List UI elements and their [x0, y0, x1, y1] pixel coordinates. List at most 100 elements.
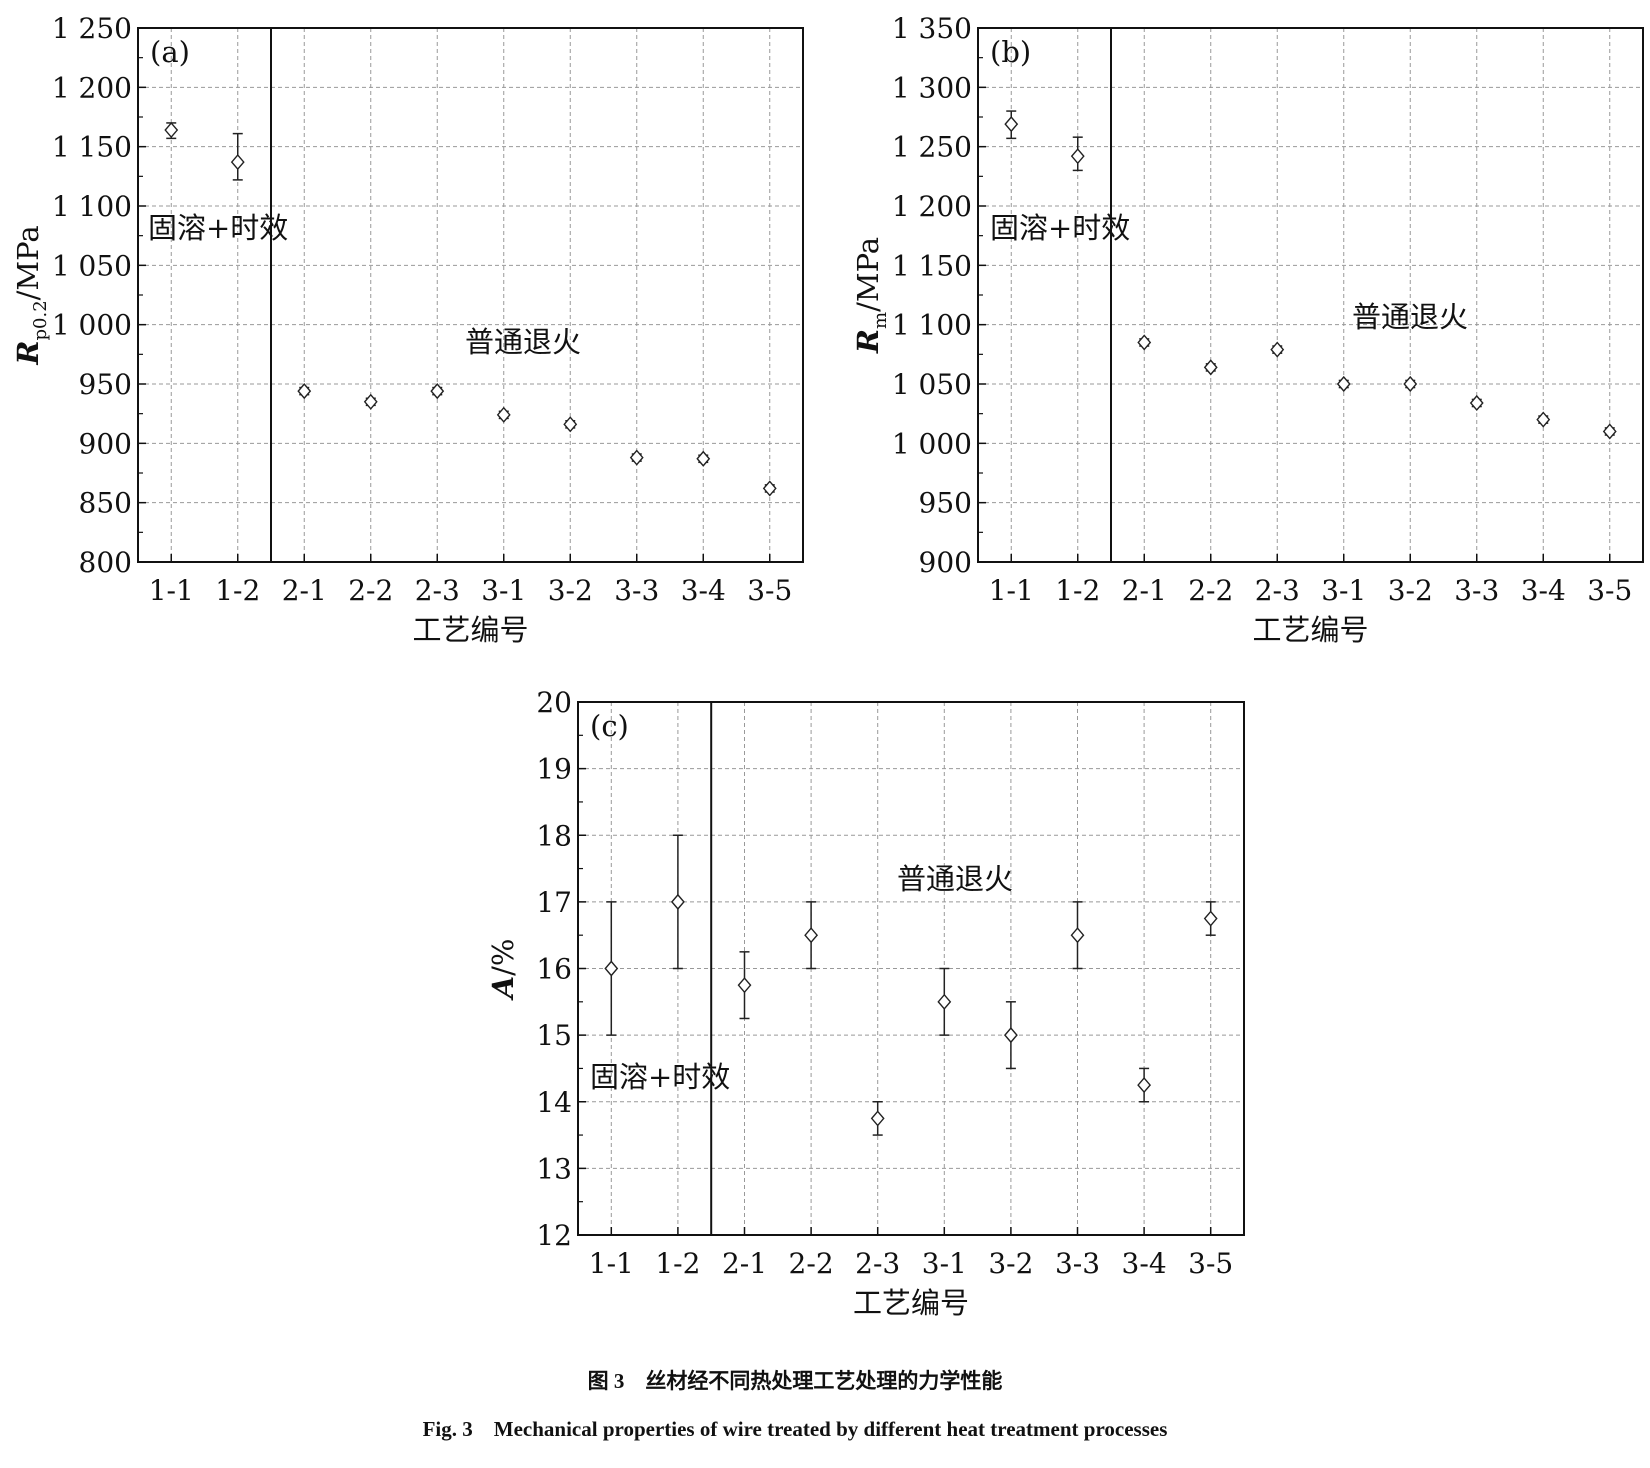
x-tick-label: 1-1 [149, 574, 194, 607]
y-tick-label: 800 [79, 546, 132, 579]
y-tick-label: 1 000 [892, 427, 972, 460]
y-tick-label: 17 [536, 886, 572, 919]
y-tick-label: 1 250 [52, 12, 132, 45]
x-axis-label: 工艺编号 [1252, 613, 1368, 647]
x-tick-label: 2-2 [789, 1247, 834, 1280]
data-point [1070, 148, 1085, 165]
y-axis-label-symbol: A [486, 976, 520, 1002]
x-tick-label: 3-5 [1188, 1247, 1233, 1280]
data-point [1203, 910, 1218, 927]
x-tick-label: 2-3 [415, 574, 460, 607]
y-tick-label: 900 [919, 546, 972, 579]
y-tick-label: 850 [79, 487, 132, 520]
panel-label: (b) [990, 35, 1031, 69]
y-tick-label: 16 [536, 953, 572, 986]
y-tick-label: 900 [79, 427, 132, 460]
x-tick-label: 3-5 [747, 574, 792, 607]
data-point [1536, 411, 1551, 428]
y-axis-label-unit: /% [486, 939, 520, 976]
y-axis-label-unit: /MPa [11, 225, 45, 300]
x-tick-label: 2-3 [1255, 574, 1300, 607]
data-point [1203, 359, 1218, 376]
x-tick-label: 2-1 [722, 1247, 767, 1280]
x-tick-label: 1-1 [989, 574, 1034, 607]
y-tick-label: 1 200 [892, 190, 972, 223]
data-point [737, 977, 752, 994]
y-tick-label: 1 050 [52, 249, 132, 282]
data-point [1403, 375, 1418, 393]
y-tick-label: 1 150 [892, 249, 972, 282]
x-tick-label: 1-2 [215, 574, 260, 607]
y-tick-label: 1 150 [52, 131, 132, 164]
caption-cn: 图 3 丝材经不同热处理工艺处理的力学性能 [588, 1369, 1003, 1393]
data-point [762, 480, 777, 497]
data-point [1602, 423, 1617, 440]
y-tick-label: 1 300 [892, 71, 972, 104]
y-tick-label: 14 [536, 1086, 572, 1119]
y-tick-label: 1 250 [892, 131, 972, 164]
data-point [1004, 116, 1019, 133]
group-label-annealing: 普通退火 [1352, 300, 1468, 334]
x-tick-label: 2-1 [1122, 574, 1167, 607]
x-tick-label: 3-2 [548, 574, 593, 607]
x-tick-label: 3-1 [922, 1247, 967, 1280]
y-tick-label: 13 [536, 1152, 572, 1185]
data-point [1070, 927, 1085, 944]
y-tick-label: 1 050 [892, 368, 972, 401]
data-point [297, 383, 312, 400]
panel-label: (a) [150, 35, 190, 69]
x-tick-label: 1-2 [655, 1247, 700, 1280]
data-point [430, 383, 445, 400]
x-tick-label: 3-2 [1388, 574, 1433, 607]
y-axis-label: Rp0.2/MPa [11, 225, 51, 365]
data-point [870, 1110, 885, 1127]
group-label-solution-aging: 固溶+时效 [148, 211, 288, 245]
x-tick-label: 3-3 [1454, 574, 1499, 607]
data-point [363, 393, 378, 410]
data-point [496, 406, 511, 423]
chart-panel-c: 12 13 14 15 16 17 18 19 20 1-1 1-2 2-1 2-2 2-3 3-1 3-2 3… [486, 686, 1245, 1320]
data-point [1003, 1027, 1018, 1044]
y-axis-label-subscript: p0.2 [30, 300, 51, 340]
y-tick-label: 950 [919, 487, 972, 520]
y-axis-label-symbol: R [851, 329, 885, 354]
data-point [804, 927, 819, 944]
x-axis-label: 工艺编号 [853, 1286, 969, 1320]
data-point [604, 960, 619, 977]
data-point [230, 154, 245, 171]
y-axis-label-symbol: R [11, 341, 45, 366]
x-tick-label: 3-2 [988, 1247, 1033, 1280]
chart-panel-a: 800 850 900 950 1 000 1 050 1 100 1 150 1 200 1 2… [11, 12, 804, 647]
y-tick-label: 1 200 [52, 71, 132, 104]
y-axis-label-unit: /MPa [851, 237, 885, 312]
chart-panel-b: 900 950 1 000 1 050 1 100 1 150 1 200 1 250 1 30… [851, 12, 1644, 647]
data-point [1270, 341, 1285, 358]
y-tick-label: 1 000 [52, 309, 132, 342]
x-tick-label: 3-1 [481, 574, 526, 607]
x-tick-label: 3-4 [1521, 574, 1566, 607]
x-tick-label: 2-1 [282, 574, 327, 607]
x-tick-label: 3-5 [1587, 574, 1632, 607]
x-tick-label: 3-1 [1321, 574, 1366, 607]
panel-label: (c) [590, 709, 629, 743]
group-label-solution-aging: 固溶+时效 [590, 1060, 730, 1094]
caption-en: Fig. 3 Mechanical properties of wire tre… [423, 1417, 1168, 1441]
x-tick-label: 2-2 [1188, 574, 1233, 607]
x-tick-label: 3-3 [1055, 1247, 1100, 1280]
x-tick-label: 3-4 [681, 574, 726, 607]
x-tick-label: 1-1 [589, 1247, 634, 1280]
y-tick-label: 20 [536, 686, 572, 719]
x-tick-label: 2-3 [855, 1247, 900, 1280]
y-tick-label: 18 [536, 819, 572, 852]
y-tick-label: 1 100 [52, 190, 132, 223]
data-point [1336, 375, 1351, 393]
data-point [164, 121, 179, 139]
y-tick-label: 1 350 [892, 12, 972, 45]
x-tick-label: 1-2 [1055, 574, 1100, 607]
data-point [1137, 334, 1152, 351]
y-tick-label: 19 [536, 753, 572, 786]
x-tick-label: 3-3 [614, 574, 659, 607]
x-tick-label: 2-2 [348, 574, 393, 607]
x-axis-label: 工艺编号 [412, 613, 528, 647]
